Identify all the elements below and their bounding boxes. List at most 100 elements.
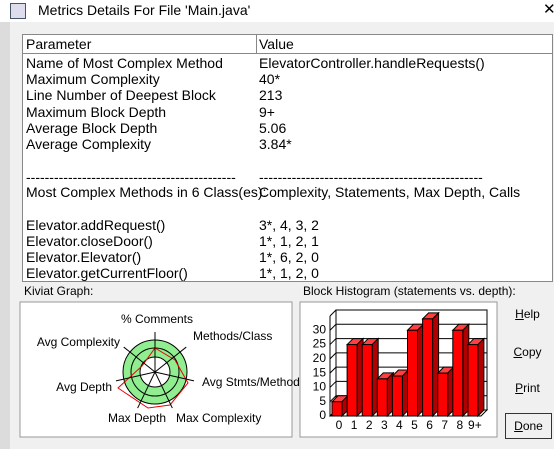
kiviat-axis-label: Methods/Class	[193, 329, 272, 343]
bar	[345, 337, 365, 418]
kiviat-axis-label: Avg Complexity	[37, 335, 120, 349]
bar	[391, 368, 410, 418]
bar	[406, 323, 425, 418]
table-cell: 1*, 6, 2, 0	[259, 249, 319, 265]
x-tick-label: 2	[366, 418, 373, 432]
button[interactable]: Print	[505, 376, 550, 400]
bar-front	[376, 378, 388, 417]
table-cell: Average Complexity	[26, 136, 152, 152]
y-tick-label: 30	[313, 322, 327, 336]
close-button[interactable]: ✕	[543, 1, 554, 18]
button[interactable]: Help	[505, 302, 550, 326]
histogram-label: Block Histogram (statements vs. depth):	[303, 284, 516, 298]
bar	[360, 337, 380, 418]
grid-line-depth	[329, 323, 337, 331]
kiviat-axis	[115, 371, 156, 382]
bar	[421, 311, 440, 418]
table-cell: Most Complex Methods in 6 Class(es):	[26, 184, 267, 200]
x-tick-label: 6	[426, 418, 433, 432]
table-cell: 5.06	[259, 120, 287, 136]
y-tick-label: 10	[313, 380, 327, 394]
x-tick-label: 0	[336, 418, 343, 432]
kiviat-axis	[154, 346, 187, 373]
bar-front	[346, 344, 358, 417]
window-icon	[10, 3, 26, 19]
bar	[330, 394, 350, 418]
bar	[436, 365, 455, 418]
bar-front	[467, 344, 479, 417]
kiviat-label: Kiviat Graph:	[24, 284, 94, 298]
table-cell: Name of Most Complex Method	[26, 55, 223, 71]
table-cell: Average Block Depth	[26, 120, 158, 136]
background-window	[0, 22, 10, 449]
table-cell: ----------------------------------------…	[26, 169, 236, 185]
x-tick-label: 4	[396, 418, 403, 432]
grid-line-depth	[329, 338, 337, 345]
bar	[376, 371, 395, 418]
table-cell: Elevator.getCurrentFloor()	[26, 265, 188, 281]
table-cell: Elevator.closeDoor()	[26, 233, 153, 249]
metrics-table: Parameter Value Name of Most Complex Met…	[22, 34, 553, 282]
bar-front	[452, 329, 464, 417]
button[interactable]: Copy	[505, 340, 550, 364]
header-cell: Value	[259, 36, 294, 52]
title-bar: Metrics Details For File 'Main.java' ✕	[0, 0, 554, 22]
x-tick-label: 5	[411, 418, 418, 432]
kiviat-axis-label: Max Depth	[108, 411, 166, 425]
bar	[466, 337, 486, 418]
y-tick-label: 20	[313, 351, 327, 365]
table-cell: 1*, 1, 2, 0	[259, 265, 319, 281]
kiviat-polygon	[117, 347, 189, 409]
table-cell: 3.84*	[259, 136, 292, 152]
y-tick-label: 0	[319, 408, 326, 422]
kiviat-axis-label: Avg Stmts/Method	[202, 375, 300, 389]
header-cell: Parameter	[26, 36, 92, 52]
window-title: Metrics Details For File 'Main.java'	[38, 2, 251, 18]
y-tick-label: 5	[319, 394, 326, 408]
bar-side	[477, 337, 485, 418]
table-cell: Elevator.addRequest()	[26, 217, 166, 233]
y-tick-label: 25	[313, 337, 327, 351]
table-cell: ----------------------------------------…	[259, 169, 483, 185]
grid-line-depth	[329, 366, 337, 374]
table-cell: Maximum Block Depth	[26, 104, 167, 120]
table-cell: 9+	[259, 104, 275, 120]
table-cell: 40*	[259, 71, 281, 87]
kiviat-graph	[117, 339, 189, 409]
bar-front	[361, 344, 373, 417]
table-header	[23, 35, 552, 54]
table-cell: Line Number of Deepest Block	[26, 87, 216, 103]
kiviat-axis	[137, 371, 156, 409]
x-tick-label: 8	[456, 418, 463, 432]
table-cell: Maximum Complexity	[26, 71, 160, 87]
x-tick-label: 1	[351, 418, 358, 432]
table-cell: 213	[259, 87, 283, 103]
bar-front	[331, 401, 343, 417]
kiviat-axis	[154, 371, 195, 382]
bar	[451, 323, 471, 418]
x-tick-label: 9+	[468, 418, 482, 432]
bar-front	[391, 375, 403, 417]
kiviat-axis	[154, 371, 173, 409]
table-cell: Complexity, Statements, Max Depth, Calls	[259, 184, 521, 200]
kiviat-axis-label: % Comments	[121, 312, 193, 326]
table-cell: ElevatorController.handleRequests()	[259, 55, 485, 71]
grid-line-depth	[329, 395, 337, 403]
x-tick-label: 7	[441, 418, 448, 432]
kiviat-axis-label: Max Complexity	[176, 411, 261, 425]
table-cell: 1*, 1, 2, 1	[259, 233, 319, 249]
table-cell: Elevator.Elevator()	[26, 249, 142, 265]
y-tick-label: 15	[313, 365, 327, 379]
y-axis-depth	[329, 309, 337, 317]
grid-line-depth	[329, 352, 337, 360]
bar-front	[407, 329, 418, 417]
kiviat-axis	[123, 346, 156, 373]
bar-front	[422, 318, 434, 417]
button[interactable]: Done	[505, 413, 552, 439]
bar-front	[437, 372, 449, 417]
table-cell: 3*, 4, 3, 2	[259, 217, 319, 233]
x-tick-label: 3	[381, 418, 388, 432]
grid-line-depth	[329, 381, 337, 388]
